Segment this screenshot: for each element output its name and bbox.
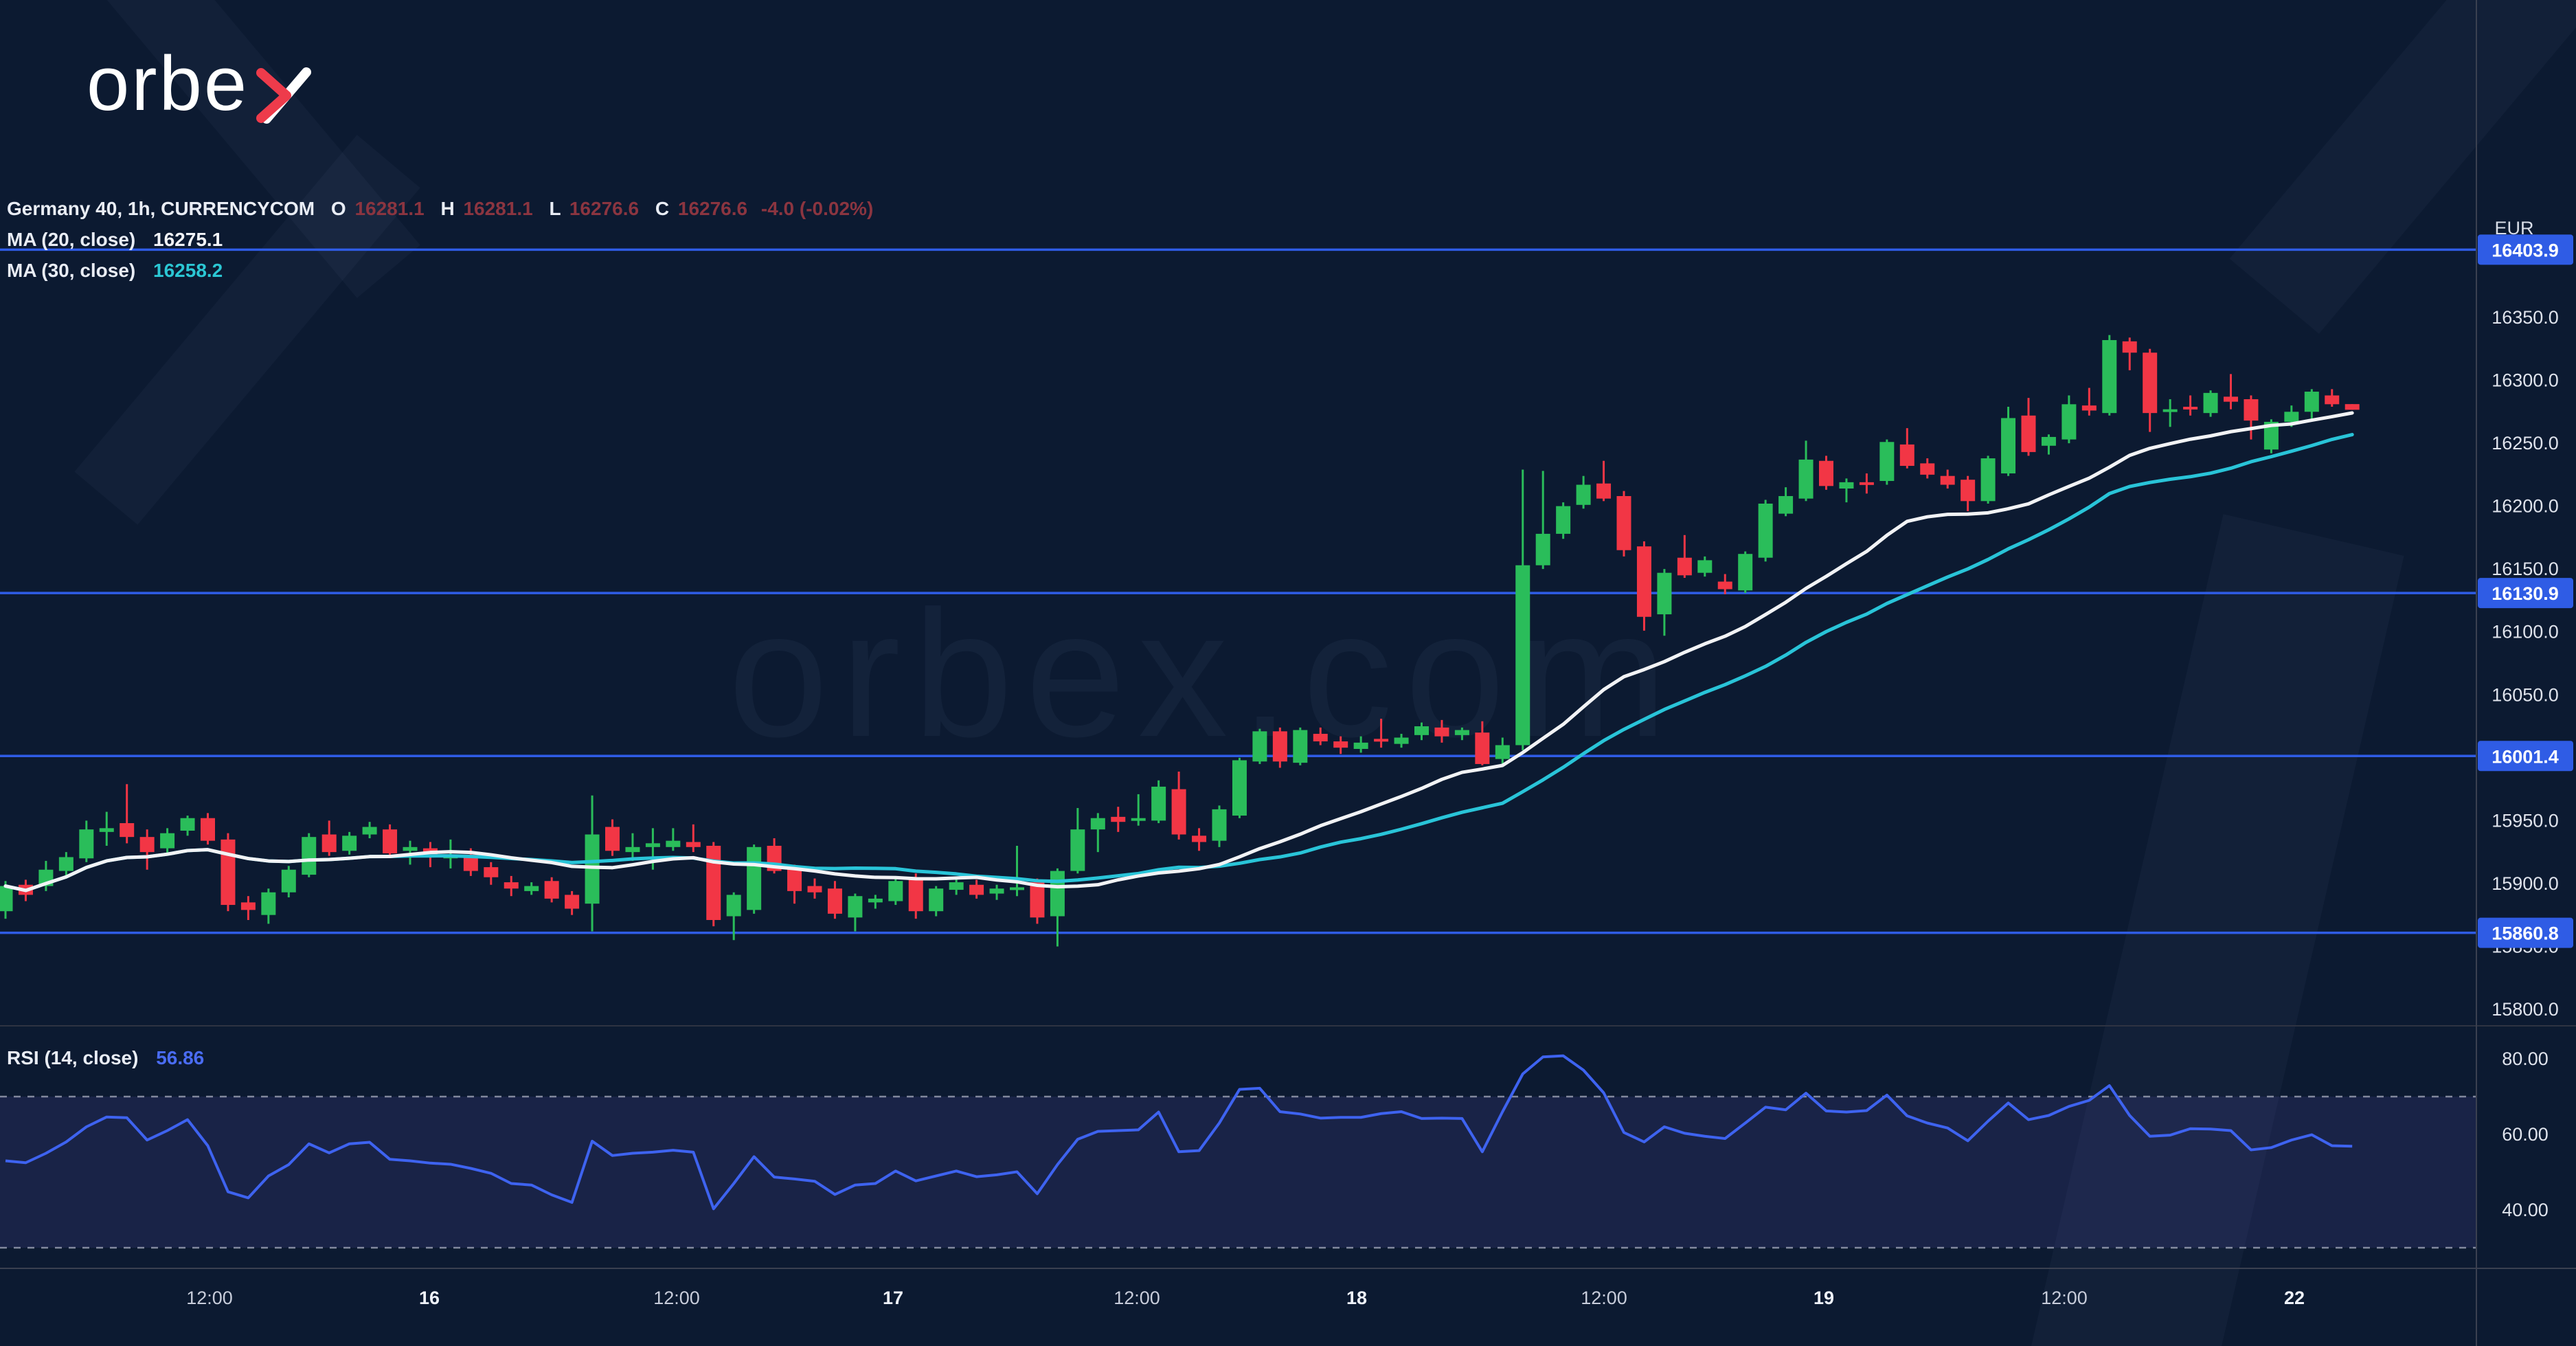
svg-text:16403.9: 16403.9 (2492, 240, 2559, 260)
svg-text:16: 16 (419, 1288, 440, 1308)
svg-text:16001.4: 16001.4 (2492, 746, 2559, 767)
svg-text:12:00: 12:00 (1114, 1288, 1160, 1308)
svg-text:16050.0: 16050.0 (2492, 684, 2559, 705)
symbol-legend[interactable]: Germany 40, 1h, CURRENCYCOM O 16281.1 H … (7, 198, 873, 220)
svg-text:18: 18 (1346, 1288, 1367, 1308)
open-value: 16281.1 (354, 198, 425, 219)
svg-text:22: 22 (2284, 1288, 2305, 1308)
rsi-value: 56.86 (156, 1047, 205, 1068)
logo-x-icon (256, 67, 312, 124)
svg-text:12:00: 12:00 (653, 1288, 700, 1308)
low-value: 16276.6 (569, 198, 640, 219)
ma30-value: 16258.2 (153, 260, 223, 281)
rsi-label[interactable]: RSI (14, close) (7, 1047, 139, 1068)
svg-text:16300.0: 16300.0 (2492, 370, 2559, 391)
time-axis[interactable] (0, 1268, 2576, 1346)
svg-text:15950.0: 15950.0 (2492, 810, 2559, 831)
orbex-logo: orbe (87, 45, 312, 124)
ma30-label[interactable]: MA (30, close) (7, 260, 136, 281)
open-label: O (330, 198, 346, 219)
svg-text:16130.9: 16130.9 (2492, 583, 2559, 604)
ma20-legend[interactable]: MA (20, close) 16275.1 (7, 229, 223, 251)
svg-text:60.00: 60.00 (2502, 1124, 2549, 1145)
svg-text:15900.0: 15900.0 (2492, 873, 2559, 894)
svg-text:12:00: 12:00 (186, 1288, 233, 1308)
svg-text:80.00: 80.00 (2502, 1048, 2549, 1069)
orbex-watermark: orbex.com (728, 573, 1680, 774)
ma30-legend[interactable]: MA (30, close) 16258.2 (7, 260, 223, 282)
close-label: C (655, 198, 670, 219)
close-value: 16276.6 (677, 198, 748, 219)
logo-text: orbe (87, 41, 249, 126)
svg-text:16350.0: 16350.0 (2492, 307, 2559, 328)
ma20-label[interactable]: MA (20, close) (7, 229, 136, 250)
svg-text:17: 17 (883, 1288, 903, 1308)
change-value: -4.0 (-0.02%) (760, 198, 874, 219)
ma20-value: 16275.1 (153, 229, 223, 250)
rsi-legend[interactable]: RSI (14, close) 56.86 (7, 1047, 204, 1069)
svg-text:40.00: 40.00 (2502, 1200, 2549, 1220)
svg-text:16250.0: 16250.0 (2492, 433, 2559, 453)
svg-text:12:00: 12:00 (2041, 1288, 2088, 1308)
svg-text:16200.0: 16200.0 (2492, 496, 2559, 517)
svg-text:16100.0: 16100.0 (2492, 622, 2559, 642)
svg-text:19: 19 (1814, 1288, 1834, 1308)
price-axis[interactable] (2476, 0, 2576, 1268)
svg-text:16150.0: 16150.0 (2492, 559, 2559, 579)
high-value: 16281.1 (463, 198, 533, 219)
symbol-name[interactable]: Germany 40, 1h, CURRENCYCOM (7, 198, 315, 219)
svg-text:12:00: 12:00 (1581, 1288, 1627, 1308)
svg-text:15860.8: 15860.8 (2492, 923, 2559, 944)
svg-text:15800.0: 15800.0 (2492, 999, 2559, 1020)
high-label: H (440, 198, 455, 219)
low-label: L (549, 198, 561, 219)
